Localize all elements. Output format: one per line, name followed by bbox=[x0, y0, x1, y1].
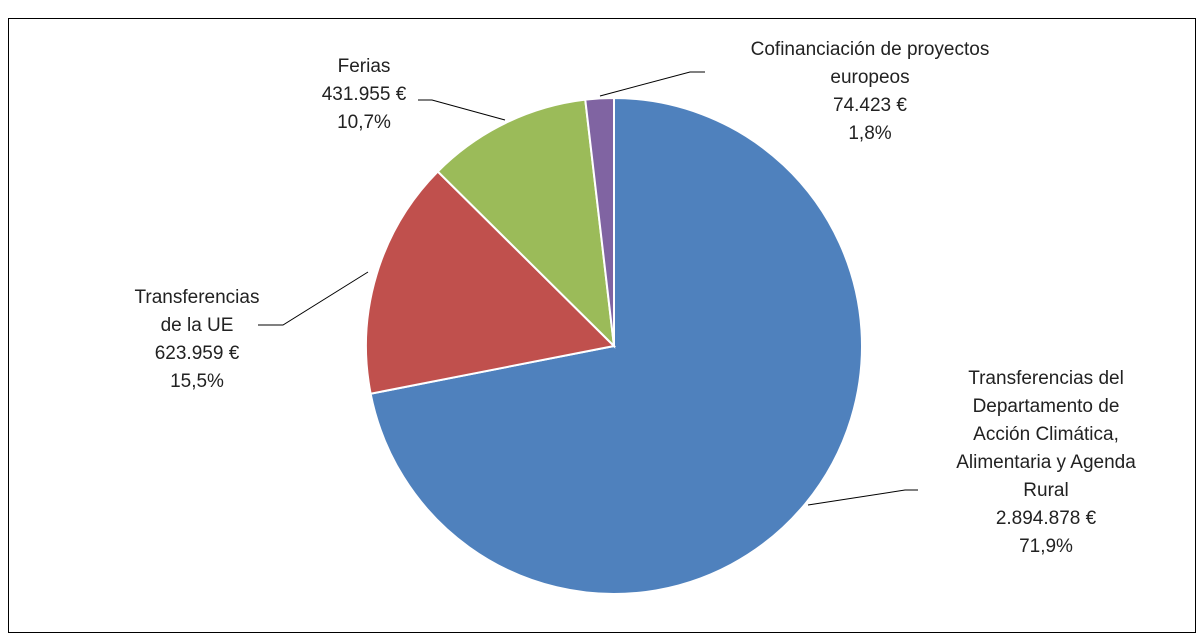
percent-label: 10,7% bbox=[337, 112, 391, 133]
leader-line bbox=[258, 271, 369, 326]
value-label: 623.959 € bbox=[155, 343, 240, 364]
leader-line bbox=[418, 99, 506, 121]
percent-label: 71,9% bbox=[1019, 536, 1073, 557]
pie-slice bbox=[369, 96, 863, 595]
category-label: Cofinanciación de proyectos europeos bbox=[751, 39, 990, 88]
pie-slice bbox=[365, 170, 617, 395]
value-label: 74.423 € bbox=[833, 95, 907, 116]
category-label: Ferias bbox=[338, 56, 391, 77]
pie-slice bbox=[584, 96, 615, 347]
value-label: 431.955 € bbox=[322, 84, 407, 105]
value-label: 2.894.878 € bbox=[996, 508, 1097, 529]
category-label: Transferencias de la UE bbox=[135, 287, 260, 336]
leader-line bbox=[807, 489, 918, 506]
leader-line bbox=[599, 71, 705, 97]
percent-label: 1,8% bbox=[848, 123, 891, 144]
percent-label: 15,5% bbox=[170, 371, 224, 392]
category-label: Transferencias del Departamento de Acción … bbox=[956, 368, 1136, 501]
pie-slice bbox=[436, 98, 616, 349]
